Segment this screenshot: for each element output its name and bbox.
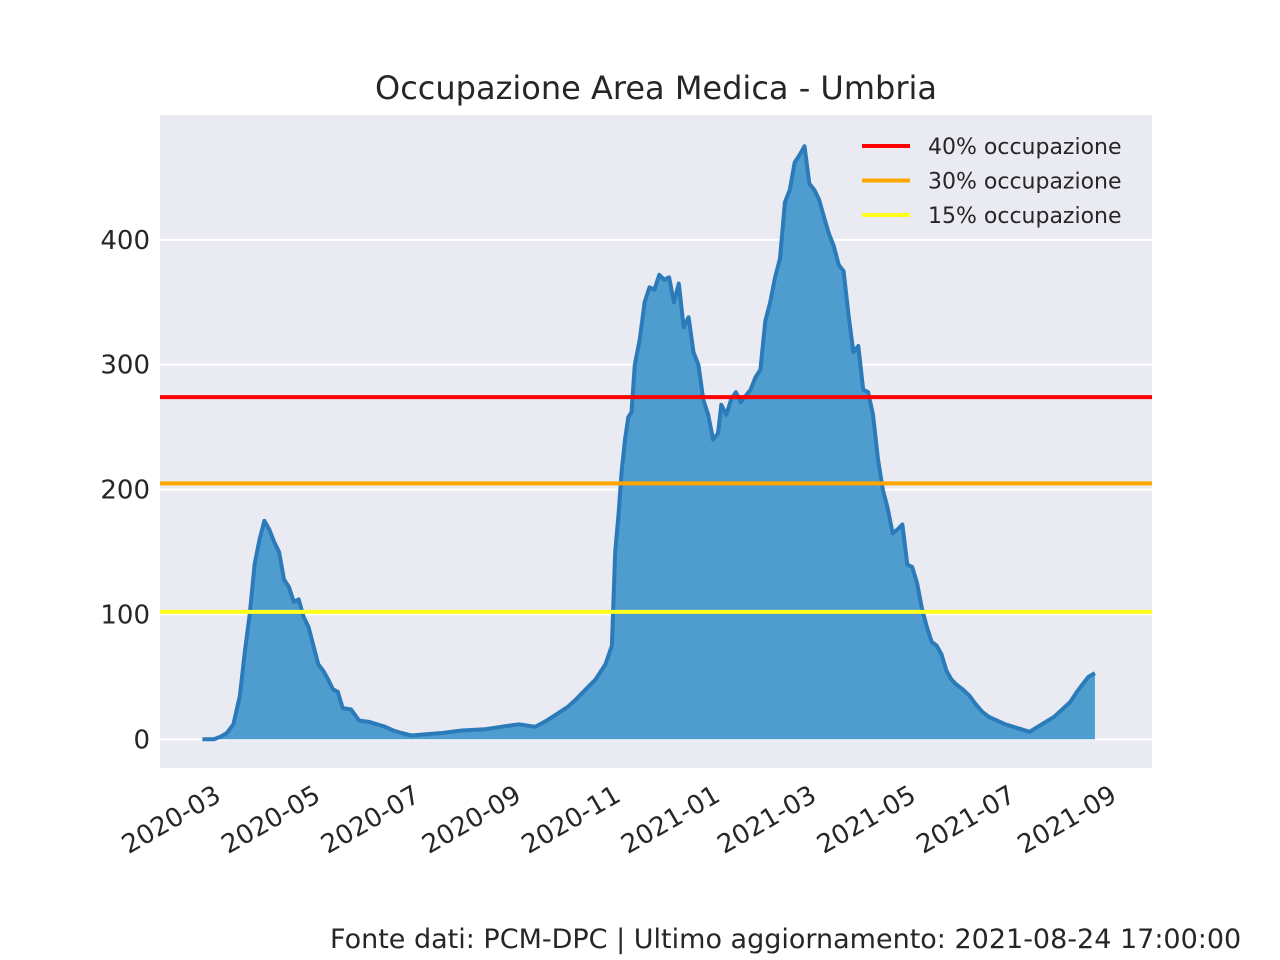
source-footer: Fonte dati: PCM-DPC | Ultimo aggiornamen… (330, 924, 1242, 955)
legend-label: 15% occupazione (928, 204, 1122, 229)
y-tick-label: 100 (100, 600, 150, 630)
legend-label: 30% occupazione (928, 170, 1122, 195)
y-tick-label: 400 (100, 226, 150, 256)
legend-label: 40% occupazione (928, 135, 1122, 160)
y-tick-label: 0 (133, 725, 150, 755)
x-tick-label: 2021-03 (713, 780, 822, 860)
x-tick-label: 2021-01 (616, 780, 725, 860)
threshold-lines (160, 395, 1152, 614)
legend: 40% occupazione 30% occupazione 15% occupa… (862, 135, 1122, 229)
x-tick-label: 2020-09 (417, 780, 526, 860)
y-tick-label: 300 (100, 351, 150, 381)
y-axis-ticks: 0 100 200 300 400 (100, 226, 150, 755)
x-tick-label: 2021-07 (912, 780, 1021, 860)
chart-title: Occupazione Area Medica - Umbria (375, 69, 937, 107)
x-tick-label: 2020-11 (517, 780, 626, 860)
area-series (202, 144, 1096, 742)
x-tick-label: 2021-09 (1013, 780, 1122, 860)
x-axis-ticks: 2020-032020-052020-072020-092020-112021-… (117, 780, 1122, 860)
series-line (202, 144, 1096, 742)
x-tick-label: 2020-03 (117, 780, 226, 860)
x-tick-label: 2020-05 (217, 780, 326, 860)
x-tick-label: 2020-07 (316, 780, 425, 860)
x-tick-label: 2021-05 (812, 780, 921, 860)
y-tick-label: 200 (100, 476, 150, 506)
area-fill (202, 146, 1095, 740)
